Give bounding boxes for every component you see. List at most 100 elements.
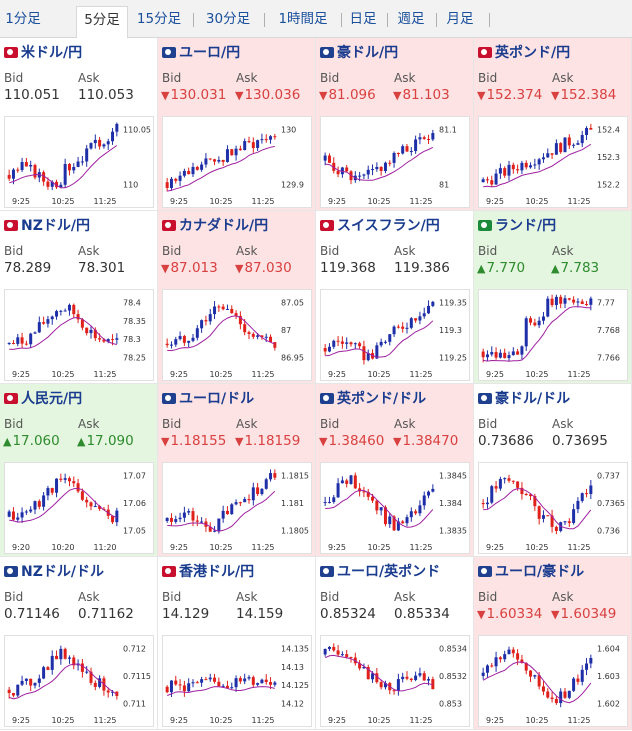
candle-body	[498, 479, 502, 489]
pair-title[interactable]: 人民元/円	[4, 390, 82, 408]
rate-card[interactable]: スイスフラン/円 Bid Ask 119.368 119.386 119.35 119.3 1…	[316, 211, 474, 384]
pair-title[interactable]: 英ポンド/円	[478, 44, 570, 62]
candlestick-chart[interactable]: 1.3845 1.384 1.3835 9:25 10:25 11:25	[320, 462, 470, 554]
candle-body	[264, 679, 268, 683]
tab-7[interactable]: 週足	[397, 11, 425, 27]
candle-body	[349, 475, 353, 484]
y-tick-label: 78.3	[123, 335, 141, 344]
candle-body	[50, 488, 54, 493]
tab-6[interactable]: 日足	[349, 11, 377, 27]
pair-title[interactable]: 香港ドル/円	[162, 563, 254, 581]
candlestick-chart[interactable]: 1.604 1.603 1.602 9:25 10:25 11:25	[478, 635, 628, 727]
candle-body	[490, 180, 494, 185]
tab-2[interactable]: 5分足	[76, 6, 128, 39]
tab-5[interactable]: 1時間足	[278, 11, 328, 27]
tab-1[interactable]: 1分足	[5, 11, 41, 27]
pair-title[interactable]: ユーロ/豪ドル	[478, 563, 584, 581]
pair-title[interactable]: NZドル/円	[4, 217, 90, 235]
candle-body	[327, 646, 331, 649]
bid-label: Bid	[162, 590, 182, 604]
candle-body	[546, 691, 550, 698]
pair-title[interactable]: 豪ドル/円	[320, 44, 398, 62]
pair-title[interactable]: スイスフラン/円	[320, 217, 440, 235]
candle-body	[323, 155, 327, 161]
candle-body	[576, 500, 580, 510]
y-tick-label: 0.7115	[123, 672, 151, 681]
currency-flag-icon	[162, 220, 176, 231]
rate-card[interactable]: カナダドル/円 Bid Ask ▼87.013 ▼87.030 87.05 87 86.95 9…	[158, 211, 316, 384]
rate-card[interactable]: 豪ドル/円 Bid Ask ▼81.096 ▼81.103 81.1 81 9:25 10:25…	[316, 38, 474, 211]
candle-body	[55, 478, 59, 493]
rate-card[interactable]: 香港ドル/円 Bid Ask 14.129 14.159 14.135 14.13 14.12…	[158, 557, 316, 730]
candlestick-chart[interactable]: 78.4 78.35 78.3 78.25 9:25 10:25 11:25	[4, 289, 154, 381]
rate-card[interactable]: ランド/円 Bid Ask ▲7.770 ▲7.783 7.77 7.768 7.766 9:2…	[474, 211, 632, 384]
candle-body	[405, 517, 409, 524]
tab-8[interactable]: 月足	[446, 11, 474, 27]
pair-title[interactable]: 米ドル/円	[4, 44, 82, 62]
pair-name: 英ポンド/円	[495, 45, 571, 61]
pair-title[interactable]: 豪ドル/ドル	[478, 390, 570, 408]
pair-title[interactable]: ユーロ/ドル	[162, 390, 254, 408]
candle-body	[59, 648, 63, 660]
rate-card[interactable]: 人民元/円 Bid Ask ▲17.060 ▲17.090 17.07 17.06 17.05…	[0, 384, 158, 557]
pair-title[interactable]: 英ポンド/ドル	[320, 390, 426, 408]
rate-card[interactable]: ユーロ/豪ドル Bid Ask ▼1.60334 ▼1.60349 1.604 1.603 1…	[474, 557, 632, 730]
candle-body	[7, 342, 11, 344]
candle-body	[169, 680, 173, 693]
pair-title[interactable]: カナダドル/円	[162, 217, 268, 235]
bid-price: 17.060	[12, 433, 60, 449]
candle-body	[200, 679, 204, 683]
pair-title[interactable]: ランド/円	[478, 217, 556, 235]
candle-body	[379, 682, 383, 688]
x-tick-label: 9:25	[486, 197, 504, 206]
candle-body	[418, 137, 422, 140]
rate-card[interactable]: ユーロ/ドル Bid Ask ▼1.18155 ▼1.18159 1.1815 1.181 1…	[158, 384, 316, 557]
candlestick-chart[interactable]: 0.8534 0.8532 0.853 9:25 10:25 11:25	[320, 635, 470, 727]
candle-body	[174, 680, 178, 685]
candlestick-chart[interactable]: 0.737 0.7365 0.736 9:25 10:25 11:25	[478, 462, 628, 554]
candlestick-chart[interactable]: 81.1 81 9:25 10:25 11:25	[320, 116, 470, 208]
candlestick-chart[interactable]: 7.77 7.768 7.766 9:25 10:25 11:25	[478, 289, 628, 381]
candlestick-chart[interactable]: 152.4 152.3 152.2 9:25 10:25 11:25	[478, 116, 628, 208]
tab-4[interactable]: 30分足	[205, 11, 251, 27]
candlestick-chart[interactable]: 119.35 119.3 119.25 9:25 10:25 11:25	[320, 289, 470, 381]
candle-body	[541, 686, 545, 692]
candlestick-chart[interactable]: 87.05 87 86.95 9:25 10:25 11:25	[162, 289, 312, 381]
candle-body	[379, 341, 383, 346]
candlestick-chart[interactable]: 14.135 14.13 14.125 14.12 9:25 10:25 11:25	[162, 635, 312, 727]
rate-card[interactable]: 豪ドル/ドル Bid Ask 0.73686 0.73695 0.737 0.7365 0.7…	[474, 384, 632, 557]
y-tick-label: 1.181	[281, 499, 304, 508]
candle-body	[340, 341, 344, 344]
rate-card[interactable]: NZドル/ドル Bid Ask 0.71146 0.71162 0.712 0.7115 0.…	[0, 557, 158, 730]
candle-body	[213, 306, 217, 315]
candlestick-chart[interactable]: 110.05 110 9:25 10:25 11:25	[4, 116, 154, 208]
bid-label: Bid	[320, 590, 340, 604]
candlestick-chart[interactable]: 1.1815 1.181 1.1805 9:25 10:25 11:25	[162, 462, 312, 554]
candle-body	[366, 169, 370, 175]
x-tick-label: 11:25	[567, 716, 590, 725]
candle-body	[490, 352, 494, 355]
currency-flag-icon	[320, 47, 334, 58]
rate-card[interactable]: 米ドル/円 Bid Ask 110.051 110.053 110.05 110 9:25 10…	[0, 38, 158, 211]
rate-card[interactable]: 英ポンド/円 Bid Ask ▼152.374 ▼152.384 152.4 152.3 15…	[474, 38, 632, 211]
candlestick-chart[interactable]: 130 129.9 9:25 10:25 11:25	[162, 116, 312, 208]
pair-title[interactable]: ユーロ/円	[162, 44, 240, 62]
rate-card[interactable]: NZドル/円 Bid Ask 78.289 78.301 78.4 78.35 78.3 78.…	[0, 211, 158, 384]
rate-card[interactable]: ユーロ/円 Bid Ask ▼130.031 ▼130.036 130 129.9 9:25 1…	[158, 38, 316, 211]
tab-3[interactable]: 15分足	[136, 11, 182, 27]
candlestick-chart[interactable]: 17.07 17.06 17.05 9:20 10:20 11:20	[4, 462, 154, 554]
candle-body	[383, 683, 387, 688]
candle-body	[208, 526, 212, 532]
candle-body	[362, 346, 366, 361]
candle-body	[273, 473, 277, 478]
candle-body	[264, 336, 268, 338]
pair-title[interactable]: ユーロ/英ポンド	[320, 563, 440, 581]
pair-title[interactable]: NZドル/ドル	[4, 563, 104, 581]
rate-card[interactable]: 英ポンド/ドル Bid Ask ▼1.38460 ▼1.38470 1.3845 1.384…	[316, 384, 474, 557]
candle-body	[217, 681, 221, 687]
candlestick-chart[interactable]: 0.712 0.7115 0.711 9:25 10:25 11:25	[4, 635, 154, 727]
trend-arrow-icon: ▼	[551, 89, 560, 102]
rate-card[interactable]: ユーロ/英ポンド Bid Ask 0.85324 0.85334 0.8534 0.8532…	[316, 557, 474, 730]
bid-value: 0.71146	[3, 606, 60, 622]
candle-body	[269, 682, 273, 685]
